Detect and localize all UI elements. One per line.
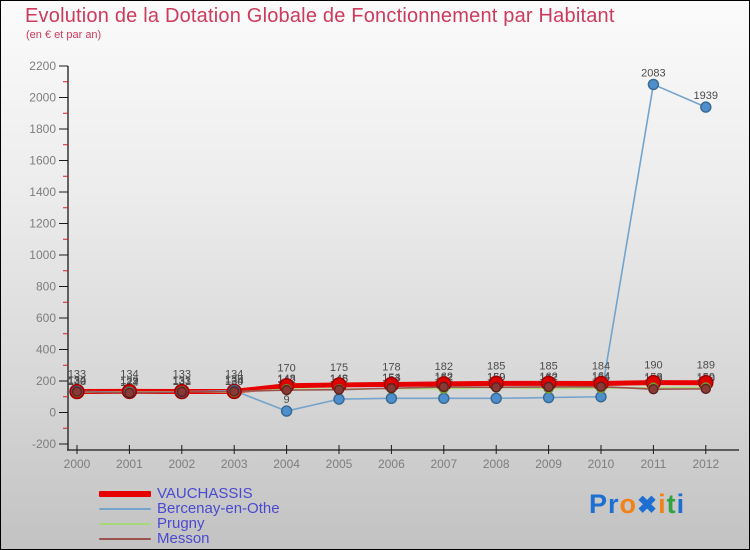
data-point-marker — [71, 386, 83, 397]
data-point-marker — [280, 405, 293, 417]
x-axis-tick-label: 2002 — [168, 457, 195, 471]
x-axis-tick-label: 2008 — [483, 457, 510, 471]
logo-letter: P — [589, 489, 609, 519]
logo-letter: i — [658, 489, 667, 519]
data-point-label: 130 — [225, 376, 243, 388]
data-point-label: 2083 — [641, 67, 665, 79]
data-point-label: 9 — [284, 394, 290, 406]
data-point-label: 182 — [435, 361, 453, 373]
data-point-label: 132 — [68, 376, 86, 388]
legend-item: Prugny — [99, 515, 280, 532]
y-axis-tick-label: 1600 — [29, 154, 56, 168]
x-axis-tick-label: 2010 — [588, 457, 615, 471]
data-point-label: 129 — [120, 375, 138, 387]
y-axis-tick-label: 2000 — [29, 91, 56, 105]
data-point-marker — [228, 386, 240, 397]
y-axis-tick-label: 1000 — [29, 248, 56, 262]
y-axis-tick-label: 1400 — [29, 185, 56, 199]
x-axis-tick-label: 2007 — [430, 457, 457, 471]
x-axis-tick-label: 2011 — [640, 457, 666, 471]
data-point-marker — [491, 382, 502, 393]
data-point-label: 134 — [68, 374, 86, 386]
x-axis-tick-label: 2001 — [116, 457, 143, 471]
logo-letter: r — [608, 489, 620, 519]
chart-canvas: -200 0 200 400 600 800 1000 1200 1400 1600 1800 200… — [29, 59, 739, 471]
data-point-marker — [490, 392, 502, 405]
logo-letter: ✖ — [637, 492, 659, 519]
page-title: Evolution de la Dotation Globale de Fonc… — [25, 5, 615, 27]
legend-swatch — [99, 523, 151, 525]
x-axis-tick-label: 2004 — [273, 457, 300, 471]
data-point-marker — [386, 383, 397, 394]
data-point-marker — [438, 381, 449, 393]
data-point-label: 130 — [68, 376, 86, 388]
data-point-label: 170 — [277, 363, 295, 375]
y-axis-tick-label: 1200 — [29, 217, 56, 231]
legend-label: Messon — [157, 530, 210, 547]
y-axis-tick-label: 200 — [36, 374, 56, 388]
data-point-label: 1939 — [694, 90, 718, 102]
logo-letter: i — [676, 489, 686, 519]
y-axis-tick-label: 0 — [49, 406, 56, 420]
data-point-label: 189 — [697, 360, 715, 372]
data-point-marker — [700, 101, 712, 113]
data-point-marker — [281, 384, 292, 396]
data-point-marker — [647, 78, 660, 91]
proxiti-logo: Pro✖iti — [589, 489, 685, 520]
y-axis-tick-label: 800 — [36, 280, 56, 294]
legend-item: Messon — [99, 530, 280, 547]
y-axis-tick-label: -200 — [32, 437, 56, 451]
data-point-marker — [124, 387, 135, 399]
y-axis-tick-label: 600 — [36, 311, 56, 325]
page-subtitle: (en € et par an) — [26, 29, 102, 41]
data-point-marker — [700, 383, 711, 395]
data-point-label: 185 — [539, 360, 557, 372]
legend-swatch — [99, 508, 151, 510]
data-point-label: 133 — [173, 376, 191, 388]
data-point-label: 134 — [120, 368, 138, 380]
x-axis-tick-label: 2006 — [378, 457, 405, 471]
data-point-label: 185 — [487, 360, 505, 372]
logo-letter: o — [619, 489, 638, 519]
data-point-marker — [333, 384, 345, 395]
y-axis-tick-label: 400 — [36, 343, 56, 357]
legend: VAUCHASSIS Bercenay-en-Othe Prugny Messon — [99, 485, 280, 547]
data-point-label: 190 — [644, 360, 662, 372]
data-point-label: 175 — [330, 362, 348, 374]
y-axis-tick-label: 2200 — [29, 59, 56, 73]
legend-label: Bercenay-en-Othe — [157, 500, 280, 517]
data-point-label: 139 — [225, 374, 243, 386]
data-point-label: 133 — [68, 369, 86, 381]
data-point-marker — [176, 386, 188, 398]
legend-label: Prugny — [157, 515, 205, 532]
legend-label: VAUCHASSIS — [157, 485, 253, 502]
data-point-label: 134 — [225, 368, 243, 380]
data-point-marker — [595, 381, 607, 392]
x-axis-tick-label: 2012 — [692, 457, 719, 471]
data-point-marker — [648, 383, 659, 395]
y-axis-tick-label: 1800 — [29, 122, 56, 136]
data-point-label: 131 — [173, 375, 191, 387]
x-axis-tick-label: 2005 — [326, 457, 353, 471]
data-point-label: 131 — [173, 376, 191, 388]
data-point-marker — [542, 391, 555, 404]
data-point-marker — [385, 392, 398, 405]
logo-letter: t — [666, 489, 677, 519]
x-axis-tick-label: 2009 — [535, 457, 562, 471]
data-point-marker — [333, 393, 345, 405]
data-point-label: 184 — [592, 361, 610, 373]
legend-swatch — [99, 538, 151, 540]
x-axis-tick-label: 2003 — [221, 457, 248, 471]
data-point-marker — [543, 381, 554, 393]
data-point-label: 133 — [173, 369, 191, 381]
legend-item: VAUCHASSIS — [99, 485, 280, 502]
legend-swatch — [99, 491, 151, 497]
data-point-label: 134 — [225, 375, 243, 387]
data-point-marker — [438, 392, 450, 405]
x-axis-tick-label: 2000 — [64, 457, 91, 471]
data-point-label: 178 — [382, 361, 400, 373]
legend-item: Bercenay-en-Othe — [99, 500, 280, 517]
